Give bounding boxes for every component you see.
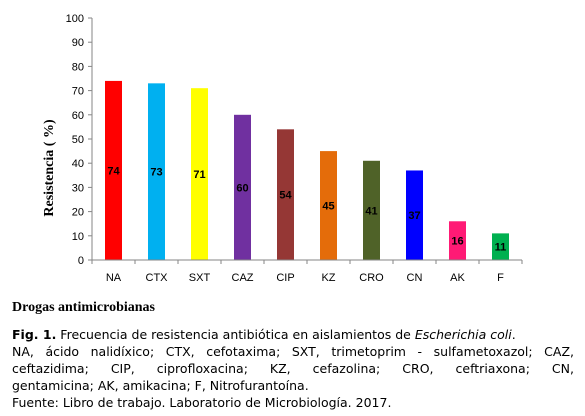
data-label-cn: 37 <box>408 210 420 222</box>
x-tick-label-f: F <box>497 272 504 284</box>
y-axis-label: Resistencia ( %) <box>42 119 57 217</box>
x-tick-label-caz: CAZ <box>232 272 254 284</box>
y-tick-label: 90 <box>72 37 84 49</box>
data-label-f: 11 <box>495 242 507 254</box>
y-tick-label: 70 <box>72 86 84 98</box>
figure-label: Fig. 1. <box>12 327 57 342</box>
bars: 74 73 71 60 54 45 41 37 16 11 <box>105 80 509 261</box>
bar-chart: Resistencia ( %) 0102030405060708090100 … <box>42 13 523 284</box>
y-tick-label: 60 <box>72 110 84 122</box>
x-tick-label-kz: KZ <box>321 272 335 284</box>
caption-line-1: Fig. 1. Frecuencia de resistencia antibi… <box>12 326 574 343</box>
bar-ctx <box>148 83 165 260</box>
y-tick-label: 80 <box>72 61 84 73</box>
x-tick-label-ak: AK <box>450 272 465 284</box>
y-axis-title-group: Resistencia ( %) <box>42 119 57 217</box>
figure-caption: Fig. 1. Frecuencia de resistencia antibi… <box>12 326 574 411</box>
data-label-ak: 16 <box>451 236 463 248</box>
y-tick-label: 50 <box>72 134 84 146</box>
data-label-cro: 41 <box>365 205 377 217</box>
x-axis-ticks: NA CTX SXT CAZ CIP KZ CRO CN AK F <box>91 260 523 284</box>
bar-sxt <box>191 88 208 261</box>
y-axis-ticks: 0 10 20 30 40 50 60 70 80 90 100 <box>66 13 92 267</box>
caption-abbrev-line-2: ceftazidima; CIP, ciprofloxacina; KZ, ce… <box>12 361 574 376</box>
bar-cip <box>277 129 294 260</box>
bar-kz <box>320 151 337 260</box>
caption-abbrev-line-3: gentamicina; AK, amikacina; F, Nitrofura… <box>12 378 309 393</box>
x-tick-label-na: NA <box>106 272 122 284</box>
bar-cro <box>363 160 380 260</box>
y-tick-label: 100 <box>66 13 84 25</box>
bar-na <box>105 80 122 260</box>
data-label-sxt: 71 <box>193 169 205 181</box>
data-label-kz: 45 <box>322 201 334 213</box>
organism-name: Escherichia coli <box>414 327 512 342</box>
bar-f <box>492 233 509 260</box>
x-tick-label-cro: CRO <box>359 272 384 284</box>
data-label-na: 74 <box>107 165 120 177</box>
figure-text: Frecuencia de resistencia antibiótica en… <box>56 327 415 342</box>
data-label-cip: 54 <box>279 190 292 202</box>
y-tick-label: 0 <box>78 255 84 267</box>
bar-ak <box>449 221 466 260</box>
figure-text-end: . <box>511 327 516 342</box>
y-tick-label: 30 <box>72 182 84 194</box>
y-tick-label: 40 <box>72 158 84 170</box>
caption-abbrev-line-1: NA, ácido nalidíxico; CTX, cefotaxima; S… <box>12 344 574 359</box>
x-tick-label-cn: CN <box>407 272 423 284</box>
x-tick-label-sxt: SXT <box>189 272 211 284</box>
y-tick-label: 10 <box>72 231 84 243</box>
data-label-caz: 60 <box>236 182 248 194</box>
y-tick-label: 20 <box>72 207 84 219</box>
x-tick-label-cip: CIP <box>276 272 294 284</box>
x-tick-label-ctx: CTX <box>146 272 169 284</box>
bar-caz <box>234 114 251 260</box>
caption-source: Fuente: Libro de trabajo. Laboratorio de… <box>12 395 392 410</box>
bar-cn <box>406 170 423 260</box>
x-axis-title: Drogas antimicrobianas <box>12 300 155 315</box>
data-label-ctx: 73 <box>150 167 162 179</box>
